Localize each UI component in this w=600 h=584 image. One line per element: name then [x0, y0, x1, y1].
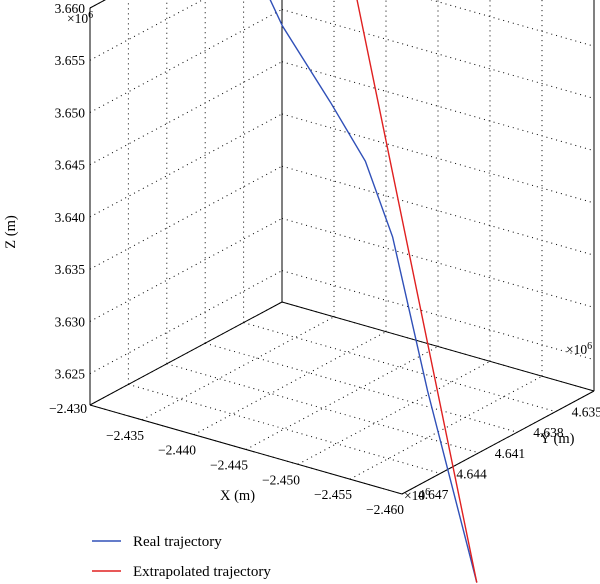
box-edge-y-front [401, 390, 595, 495]
extrapolated-trajectory-line [356, 0, 478, 583]
legend-label-extrapolated: Extrapolated trajectory [133, 564, 271, 580]
z-exponent-base: ×10 [67, 11, 88, 26]
z-grid-back-wall [281, 217, 595, 308]
x-grid-floor [245, 346, 439, 450]
box-edge-top-left [89, 0, 106, 9]
svg-text:×106: ×106 [404, 487, 430, 503]
box-edge-floor-left [89, 301, 283, 406]
real-trajectory-line [269, 0, 478, 583]
z-exponent-power: 6 [88, 10, 93, 21]
grid-lines [89, 0, 595, 495]
box-edge-x-front [89, 404, 403, 495]
z-grid-left-wall [89, 113, 283, 218]
x-exponent-base: ×10 [404, 488, 425, 503]
data-series [269, 0, 478, 583]
y-exponent-base: ×10 [566, 342, 587, 357]
z-grid-left-wall [89, 0, 204, 61]
y-tick-label: 4.641 [495, 446, 525, 461]
svg-text:×106: ×106 [566, 341, 592, 357]
z-grid-back-wall [281, 270, 595, 361]
x-grid-floor [297, 360, 491, 465]
legend: Real trajectory Extrapolated trajectory [92, 534, 271, 580]
plot-box [89, 0, 595, 495]
x-tick-label: −2.435 [106, 428, 144, 443]
y-axis-title: Y (m) [540, 431, 575, 447]
svg-text:×106: ×106 [67, 10, 93, 26]
z-exponent-label: ×106 [67, 10, 93, 26]
y-tick-label: 4.638 [533, 425, 564, 440]
z-tick-label: 3.660 [55, 1, 86, 16]
z-grid-back-wall [281, 113, 595, 204]
legend-label-real: Real trajectory [133, 534, 222, 550]
y-exponent-power: 6 [587, 341, 592, 352]
z-tick-label: 3.625 [55, 367, 86, 382]
x-tick-label: −2.455 [314, 487, 352, 502]
z-grid-left-wall [89, 61, 283, 166]
z-grid-back-wall [430, 0, 595, 47]
tick-labels: 3.625 3.630 3.635 3.640 3.645 3.650 3.655 3.660… [49, 1, 600, 517]
z-grid-left-wall [89, 165, 283, 270]
box-edge-floor-back [281, 301, 595, 392]
y-tick-label: 4.635 [572, 405, 600, 420]
x-grid-floor [141, 316, 335, 421]
x-tick-label: −2.440 [158, 443, 196, 458]
y-grid-floor [166, 363, 479, 454]
z-grid-left-wall [89, 9, 283, 113]
z-tick-label: 3.655 [55, 53, 86, 68]
y-tick-label: 4.644 [456, 466, 487, 481]
z-tick-label: 3.650 [55, 105, 86, 120]
x-axis-title: X (m) [220, 488, 255, 504]
x-tick-label: −2.450 [262, 472, 300, 487]
x-tick-label: −2.430 [49, 401, 87, 416]
z-axis-title: Z (m) [3, 215, 19, 249]
z-grid-left-wall [89, 270, 283, 375]
y-grid-floor [243, 322, 556, 413]
z-grid-left-wall [89, 217, 283, 322]
x-exponent-power: 6 [425, 487, 430, 498]
y-tick-label: 4.647 [418, 487, 449, 502]
y-exponent-label: ×106 [566, 341, 592, 357]
x-exponent-label: ×106 [404, 487, 430, 503]
z-tick-label: 3.635 [55, 262, 86, 277]
z-grid-back-wall [281, 8, 595, 99]
z-grid-left-wall [89, 0, 106, 9]
y-grid-floor [128, 383, 441, 474]
z-tick-label: 3.640 [55, 210, 86, 225]
x-tick-label: −2.445 [210, 458, 248, 473]
z-tick-label: 3.645 [55, 158, 86, 173]
x-grid-floor [193, 331, 387, 436]
x-tick-label: −2.460 [366, 502, 404, 517]
z-tick-label: 3.630 [55, 314, 86, 329]
